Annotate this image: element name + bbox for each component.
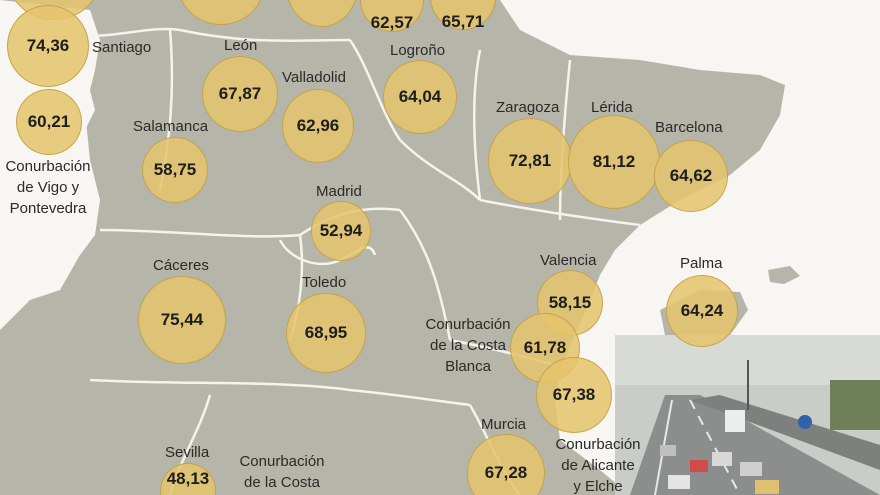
label-madrid: Madrid (316, 183, 362, 200)
region-borders (69, 27, 641, 495)
label-costa-sol-line-2: de la Costa (244, 474, 320, 491)
value-alicante: 67,38 (552, 385, 596, 404)
bubble-palma: 64,24 (666, 275, 738, 347)
menorca-shape (768, 266, 800, 284)
label-costa-sol-line-1: Conurbación (239, 453, 325, 470)
label-logrono: Logroño (390, 42, 446, 59)
bubble-valladolid: 62,96 (282, 89, 354, 163)
value-valencia: 58,15 (548, 293, 592, 312)
value-salamanca: 58,75 (153, 160, 197, 179)
label-vigo-line-3: Pontevedra (9, 200, 87, 217)
value-madrid: 52,94 (319, 221, 363, 240)
value-leon: 67,87 (218, 84, 262, 103)
bubble-toledo: 68,95 (286, 293, 366, 373)
bubble-barcelona: 64,62 (654, 140, 728, 212)
label-alicante-line-2: de Alicante (561, 457, 635, 474)
value-valladolid: 62,96 (296, 116, 340, 135)
value-logrono: 64,04 (398, 87, 442, 106)
value-palma: 64,24 (680, 301, 724, 320)
label-vigo-line-2: de Vigo y (16, 179, 80, 196)
bubble-murcia: 67,28 (467, 434, 545, 495)
label-leon: León (224, 37, 258, 54)
bubble-logrono: 64,04 (383, 60, 457, 134)
highway-photo (615, 335, 880, 495)
value-murcia: 67,28 (484, 463, 528, 482)
value-top-right-2: 65,71 (441, 12, 485, 31)
label-lerida: Lérida (591, 99, 633, 116)
label-zaragoza: Zaragoza (496, 99, 560, 116)
value-lerida: 81,12 (592, 152, 636, 171)
label-barcelona: Barcelona (655, 119, 723, 136)
value-santiago: 74,36 (26, 36, 70, 55)
bubble-zaragoza: 72,81 (488, 118, 572, 204)
bubble-salamanca: 58,75 (142, 137, 208, 203)
bubble-leon: 67,87 (202, 56, 278, 132)
bubble-lerida: 81,12 (568, 115, 660, 209)
label-santiago: Santiago (92, 39, 152, 56)
label-costa-sol: Conurbación de la Costa (232, 451, 332, 493)
label-caceres: Cáceres (153, 257, 209, 274)
value-caceres: 75,44 (160, 310, 204, 329)
label-valladolid: Valladolid (282, 69, 346, 86)
label-costa-blanca-line-1: Conurbación (425, 316, 511, 333)
value-sevilla: 48,13 (166, 469, 210, 488)
label-toledo: Toledo (302, 274, 347, 291)
label-valencia: Valencia (540, 252, 597, 269)
label-costa-blanca-line-2: de la Costa (430, 337, 506, 354)
label-vigo-line-1: Conurbación (5, 158, 91, 175)
bubble-santiago: 74,36 (7, 5, 89, 87)
value-top-right-1: 62,57 (370, 13, 414, 32)
label-vigo: Conurbación de Vigo y Pontevedra (3, 156, 93, 219)
label-palma: Palma (680, 255, 723, 272)
bubble-sevilla: 48,13 (160, 463, 216, 495)
value-costa-blanca: 61,78 (523, 338, 567, 357)
value-zaragoza: 72,81 (508, 151, 552, 170)
bubble-alicante: 67,38 (536, 357, 612, 433)
bubble-vigo: 60,21 (16, 89, 82, 155)
value-vigo: 60,21 (27, 112, 71, 131)
value-barcelona: 64,62 (669, 166, 713, 185)
label-salamanca: Salamanca (133, 118, 209, 135)
label-costa-blanca: Conurbación de la Costa Blanca (418, 314, 518, 377)
value-toledo: 68,95 (304, 323, 348, 342)
label-sevilla: Sevilla (165, 444, 210, 461)
label-murcia: Murcia (481, 416, 527, 433)
bubble-madrid: 52,94 (311, 201, 371, 261)
label-costa-blanca-line-3: Blanca (445, 358, 491, 375)
label-alicante: Conurbación de Alicante y Elche (548, 434, 648, 495)
label-alicante-line-1: Conurbación (555, 436, 641, 453)
bubble-caceres: 75,44 (138, 276, 226, 364)
label-alicante-line-3: y Elche (573, 478, 623, 495)
